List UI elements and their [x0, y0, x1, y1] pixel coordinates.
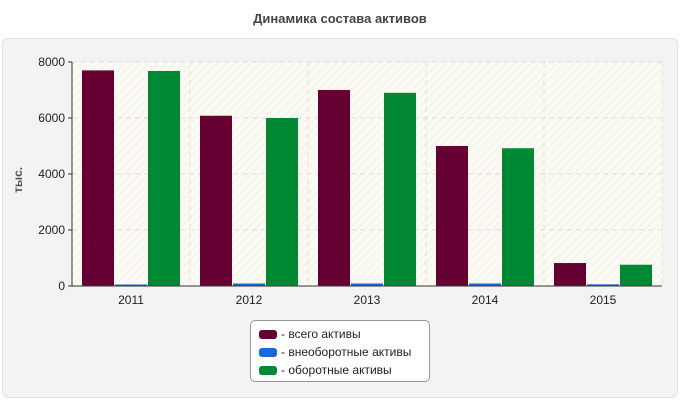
bar[interactable] — [115, 284, 147, 287]
legend-swatch — [259, 365, 277, 375]
bar[interactable] — [82, 70, 114, 287]
bar[interactable] — [620, 264, 652, 286]
legend: - всего активы - внеоборотные активы - о… — [250, 320, 430, 382]
y-tick-label: 8000 — [38, 55, 65, 69]
legend-label: - внеоборотные активы — [281, 345, 412, 359]
bar[interactable] — [351, 283, 383, 286]
bar[interactable] — [233, 283, 265, 286]
legend-item-total[interactable]: - всего активы — [259, 325, 429, 343]
bar[interactable] — [318, 90, 350, 286]
bar[interactable] — [200, 115, 232, 286]
legend-item-current[interactable]: - оборотные активы — [259, 361, 429, 379]
bar[interactable] — [266, 118, 298, 286]
bar[interactable] — [148, 70, 180, 287]
legend-item-noncurrent[interactable]: - внеоборотные активы — [259, 343, 429, 361]
y-tick-label: 0 — [58, 279, 65, 293]
legend-swatch — [259, 347, 277, 357]
x-tick-label: 2012 — [236, 293, 263, 307]
legend-label: - оборотные активы — [281, 363, 392, 377]
bar[interactable] — [587, 284, 619, 286]
x-tick-label: 2011 — [118, 293, 144, 307]
chart-title: Динамика состава активов — [253, 11, 427, 26]
legend-swatch — [259, 329, 277, 339]
bar[interactable] — [469, 283, 501, 286]
bar[interactable] — [554, 263, 586, 286]
y-axis-title: тыс. — [11, 166, 25, 193]
y-tick-label: 6000 — [38, 111, 65, 125]
y-tick-label: 2000 — [38, 223, 65, 237]
bar[interactable] — [384, 92, 416, 286]
bar[interactable] — [502, 148, 534, 286]
y-tick-label: 4000 — [38, 167, 65, 181]
bar[interactable] — [436, 146, 468, 286]
x-tick-label: 2014 — [472, 293, 499, 307]
x-tick-label: 2015 — [590, 293, 617, 307]
legend-label: - всего активы — [281, 327, 361, 341]
x-tick-label: 2013 — [354, 293, 381, 307]
